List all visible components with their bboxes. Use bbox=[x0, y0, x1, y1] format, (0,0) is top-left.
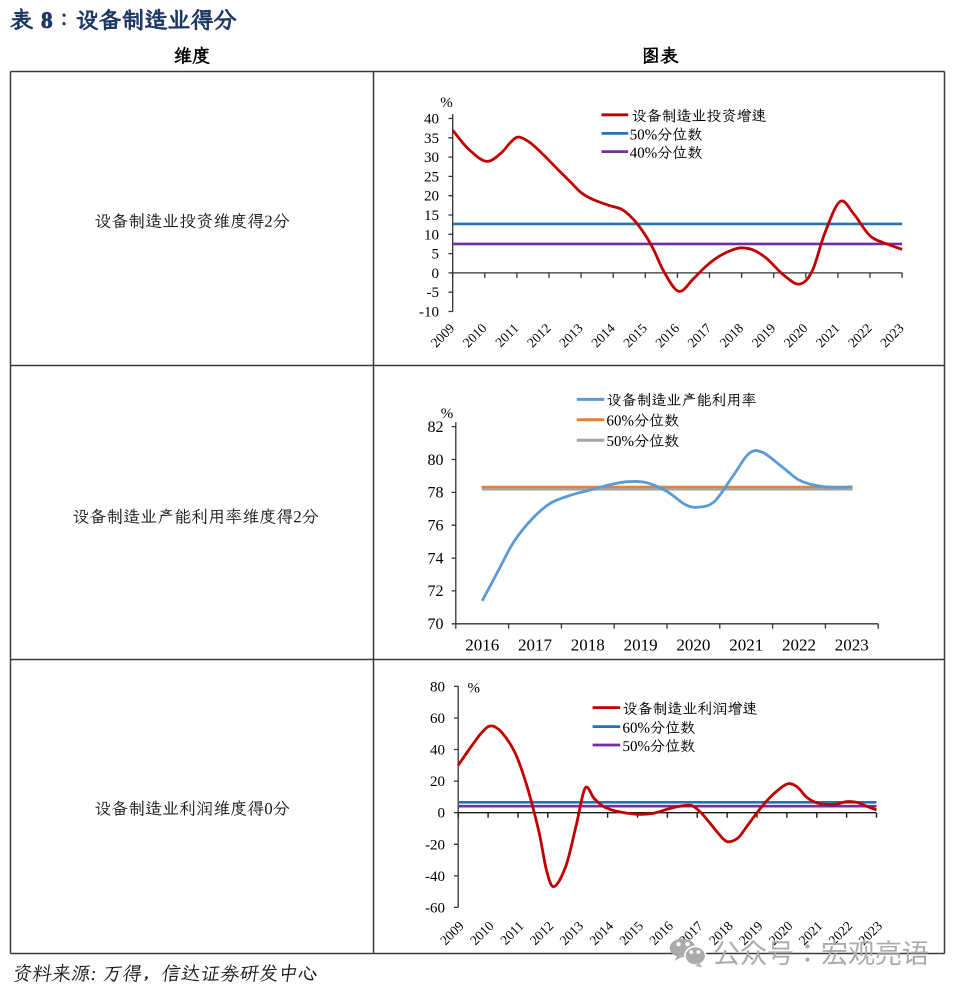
svg-text:2021: 2021 bbox=[729, 635, 763, 654]
svg-text:-40: -40 bbox=[425, 869, 445, 885]
svg-text:70: 70 bbox=[428, 616, 444, 633]
svg-text:0: 0 bbox=[432, 266, 440, 282]
svg-text:40: 40 bbox=[430, 743, 445, 759]
svg-text:72: 72 bbox=[428, 583, 444, 600]
svg-text:2016: 2016 bbox=[465, 635, 499, 654]
svg-text:2019: 2019 bbox=[624, 635, 658, 654]
svg-text:20: 20 bbox=[424, 189, 439, 205]
svg-text:74: 74 bbox=[428, 550, 444, 567]
svg-text:35: 35 bbox=[424, 131, 439, 147]
svg-text:2020: 2020 bbox=[676, 635, 710, 654]
svg-text:78: 78 bbox=[428, 485, 444, 502]
svg-text:5: 5 bbox=[432, 247, 440, 263]
svg-text:80: 80 bbox=[428, 452, 444, 469]
svg-text:30: 30 bbox=[424, 150, 439, 166]
svg-text:80: 80 bbox=[430, 679, 445, 695]
svg-text:25: 25 bbox=[424, 169, 439, 185]
svg-text:76: 76 bbox=[428, 518, 444, 535]
svg-text:2022: 2022 bbox=[782, 635, 816, 654]
svg-text:10: 10 bbox=[424, 227, 439, 243]
svg-text:%: % bbox=[440, 95, 453, 111]
svg-text:20: 20 bbox=[430, 774, 445, 790]
svg-text:%: % bbox=[468, 681, 481, 697]
svg-text:82: 82 bbox=[428, 419, 444, 436]
svg-text:2018: 2018 bbox=[571, 635, 605, 654]
svg-text:-10: -10 bbox=[419, 305, 439, 321]
svg-text:-20: -20 bbox=[425, 837, 445, 853]
svg-text:0: 0 bbox=[438, 806, 446, 822]
svg-text:2017: 2017 bbox=[518, 635, 553, 654]
svg-text:-5: -5 bbox=[427, 285, 440, 301]
svg-text:-60: -60 bbox=[425, 900, 445, 916]
svg-text:%: % bbox=[441, 406, 454, 422]
svg-text:60: 60 bbox=[430, 711, 445, 727]
svg-text:15: 15 bbox=[424, 208, 439, 224]
svg-text:2023: 2023 bbox=[835, 635, 869, 654]
svg-text:40: 40 bbox=[424, 112, 439, 128]
